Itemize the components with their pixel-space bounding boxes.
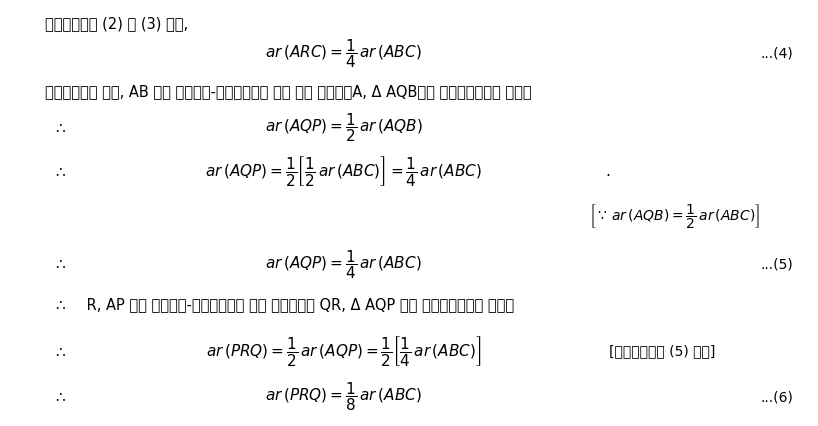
Text: $ar\,(AQP) = \dfrac{1}{2}\left[\dfrac{1}{2}\,ar\,(ABC)\right] = \dfrac{1}{4}\,ar: $ar\,(AQP) = \dfrac{1}{2}\left[\dfrac{1}… — [205, 154, 482, 188]
Text: परन्तु पी, AB का मध्य-बिन्दु है और पीक्A, Δ AQBकी माधियका है।: परन्तु पी, AB का मध्य-बिन्दु है और पीक्A… — [45, 84, 532, 99]
Text: .: . — [605, 164, 610, 179]
Text: ...(5): ...(5) — [761, 257, 793, 271]
Text: $\therefore$: $\therefore$ — [53, 120, 67, 135]
Text: $ar\,(AQP) = \dfrac{1}{2}\,ar\,(AQB)$: $ar\,(AQP) = \dfrac{1}{2}\,ar\,(AQB)$ — [264, 112, 423, 144]
Text: R, AP का मध्य-बिन्दु है जिससे QR, Δ AQP की माधियका है।: R, AP का मध्य-बिन्दु है जिससे QR, Δ AQP … — [82, 297, 514, 312]
Text: $ar\,(PRQ) = \dfrac{1}{2}\,ar\,(AQP) = \dfrac{1}{2}\left[\dfrac{1}{4}\,ar\,(ABC): $ar\,(PRQ) = \dfrac{1}{2}\,ar\,(AQP) = \… — [206, 334, 481, 368]
Text: $ar\,(ARC) = \dfrac{1}{4}\,ar\,(ABC)$: $ar\,(ARC) = \dfrac{1}{4}\,ar\,(ABC)$ — [265, 37, 422, 69]
Text: समीकरण (2) व (3) से,: समीकरण (2) व (3) से, — [45, 16, 188, 31]
Text: $ar\,(PRQ) = \dfrac{1}{8}\,ar\,(ABC)$: $ar\,(PRQ) = \dfrac{1}{8}\,ar\,(ABC)$ — [265, 381, 422, 413]
Text: ...(4): ...(4) — [761, 46, 793, 60]
Text: $ar\,(AQP) = \dfrac{1}{4}\,ar\,(ABC)$: $ar\,(AQP) = \dfrac{1}{4}\,ar\,(ABC)$ — [265, 248, 422, 280]
Text: $\therefore$: $\therefore$ — [53, 256, 67, 272]
Text: $\therefore$: $\therefore$ — [53, 344, 67, 359]
Text: $\left[\because\,ar\,(AQB) = \dfrac{1}{2}\,ar\,(ABC)\right]$: $\left[\because\,ar\,(AQB) = \dfrac{1}{2… — [589, 203, 760, 231]
Text: [समीकरण (5) से]: [समीकरण (5) से] — [609, 345, 716, 358]
Text: $\therefore$: $\therefore$ — [53, 389, 67, 405]
Text: ...(6): ...(6) — [761, 390, 793, 404]
Text: $\therefore$: $\therefore$ — [53, 297, 67, 312]
Text: $\therefore$: $\therefore$ — [53, 164, 67, 179]
